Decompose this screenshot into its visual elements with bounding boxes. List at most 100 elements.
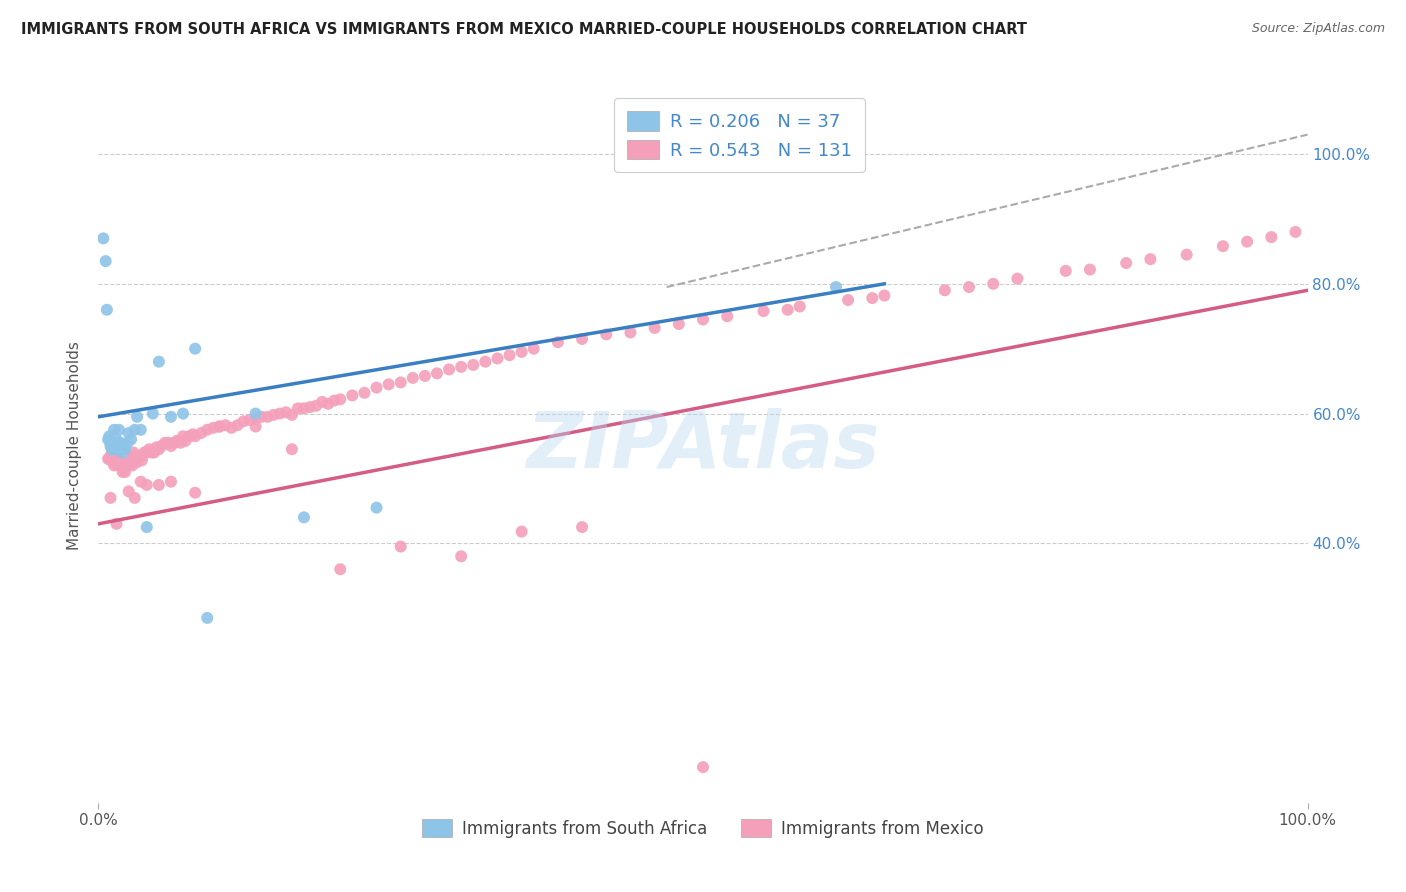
- Point: [1236, 235, 1258, 249]
- Point: [311, 395, 333, 409]
- Point: [825, 280, 848, 294]
- Text: ZIPAtlas: ZIPAtlas: [526, 408, 880, 484]
- Point: [329, 392, 352, 407]
- Point: [129, 475, 152, 489]
- Point: [127, 409, 149, 424]
- Point: [148, 442, 170, 457]
- Point: [232, 414, 254, 428]
- Point: [114, 465, 136, 479]
- Point: [150, 439, 173, 453]
- Point: [141, 445, 163, 459]
- Point: [145, 440, 167, 454]
- Point: [595, 327, 617, 342]
- Point: [103, 442, 125, 457]
- Point: [153, 435, 176, 450]
- Point: [184, 342, 207, 356]
- Point: [239, 413, 262, 427]
- Point: [184, 485, 207, 500]
- Point: [110, 442, 132, 457]
- Point: [245, 411, 267, 425]
- Point: [160, 409, 183, 424]
- Point: [789, 300, 811, 314]
- Point: [1212, 239, 1234, 253]
- Point: [981, 277, 1004, 291]
- Point: [108, 435, 131, 450]
- Point: [100, 491, 122, 505]
- Point: [957, 280, 980, 294]
- Point: [1284, 225, 1306, 239]
- Point: [160, 475, 183, 489]
- Point: [129, 449, 152, 463]
- Point: [245, 407, 267, 421]
- Point: [143, 445, 166, 459]
- Point: [274, 405, 297, 419]
- Point: [181, 427, 204, 442]
- Point: [1115, 256, 1137, 270]
- Point: [934, 283, 956, 297]
- Point: [402, 371, 425, 385]
- Point: [316, 397, 339, 411]
- Point: [112, 458, 135, 473]
- Point: [97, 452, 120, 467]
- Point: [135, 478, 157, 492]
- Point: [103, 423, 125, 437]
- Point: [118, 455, 141, 469]
- Point: [571, 332, 593, 346]
- Point: [208, 419, 231, 434]
- Point: [111, 455, 134, 469]
- Point: [281, 408, 304, 422]
- Point: [463, 358, 485, 372]
- Point: [122, 445, 145, 459]
- Point: [389, 376, 412, 390]
- Point: [292, 401, 315, 416]
- Point: [184, 429, 207, 443]
- Point: [129, 423, 152, 437]
- Point: [221, 421, 243, 435]
- Point: [94, 254, 117, 268]
- Point: [214, 418, 236, 433]
- Point: [108, 458, 131, 473]
- Point: [510, 524, 533, 539]
- Point: [195, 423, 218, 437]
- Point: [366, 500, 388, 515]
- Point: [172, 429, 194, 443]
- Point: [426, 367, 449, 381]
- Point: [117, 435, 139, 450]
- Point: [179, 429, 201, 443]
- Point: [104, 452, 127, 467]
- Point: [873, 288, 896, 302]
- Point: [190, 425, 212, 440]
- Point: [157, 435, 180, 450]
- Point: [172, 407, 194, 421]
- Point: [547, 335, 569, 350]
- Point: [323, 393, 346, 408]
- Point: [474, 354, 496, 368]
- Point: [776, 302, 799, 317]
- Point: [124, 423, 146, 437]
- Point: [115, 459, 138, 474]
- Point: [98, 429, 121, 443]
- Point: [120, 452, 142, 467]
- Point: [118, 457, 141, 471]
- Point: [263, 408, 285, 422]
- Point: [142, 407, 165, 421]
- Point: [120, 433, 142, 447]
- Point: [1139, 252, 1161, 267]
- Point: [108, 453, 131, 467]
- Point: [108, 423, 131, 437]
- Point: [97, 433, 120, 447]
- Point: [124, 491, 146, 505]
- Point: [148, 478, 170, 492]
- Point: [377, 377, 399, 392]
- Point: [111, 465, 134, 479]
- Point: [486, 351, 509, 366]
- Point: [292, 510, 315, 524]
- Point: [105, 433, 128, 447]
- Point: [752, 304, 775, 318]
- Point: [100, 453, 122, 467]
- Point: [692, 760, 714, 774]
- Point: [104, 435, 127, 450]
- Point: [118, 484, 141, 499]
- Point: [103, 458, 125, 473]
- Point: [160, 439, 183, 453]
